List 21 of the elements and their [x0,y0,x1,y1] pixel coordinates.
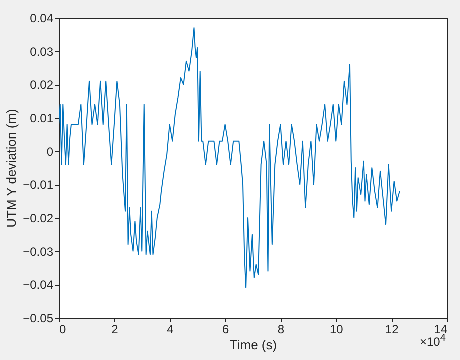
y-axis-title: UTM Y deviation (m) [4,109,20,228]
x-tick-label: 2 [112,322,119,336]
x-tick-label: 0 [60,322,66,336]
y-tick-label: 0 [46,144,54,159]
x-tick-label: 6 [222,322,230,336]
x-tick-label: 10 [330,322,344,336]
y-tick-label: −0.03 [23,244,54,259]
line-series [59,28,400,288]
y-tick-label: −0.02 [23,212,54,226]
y-tick-label: 0.02 [30,78,54,92]
y-tick-label: −0.05 [23,312,54,326]
y-tick-label: 0.01 [30,112,54,126]
x-tick-label: 12 [385,322,400,336]
y-tick-label: 0.04 [30,12,54,26]
x-tick-label: 4 [167,322,174,336]
y-tick-label: −0.04 [23,278,54,292]
y-tick-label: 0.03 [30,44,54,59]
x-axis-title: Time (s) [230,338,278,352]
text: ×10$^{4}$ [420,333,446,349]
x-tick-label: 8 [278,322,285,336]
y-tick-label: −0.01 [23,178,54,192]
